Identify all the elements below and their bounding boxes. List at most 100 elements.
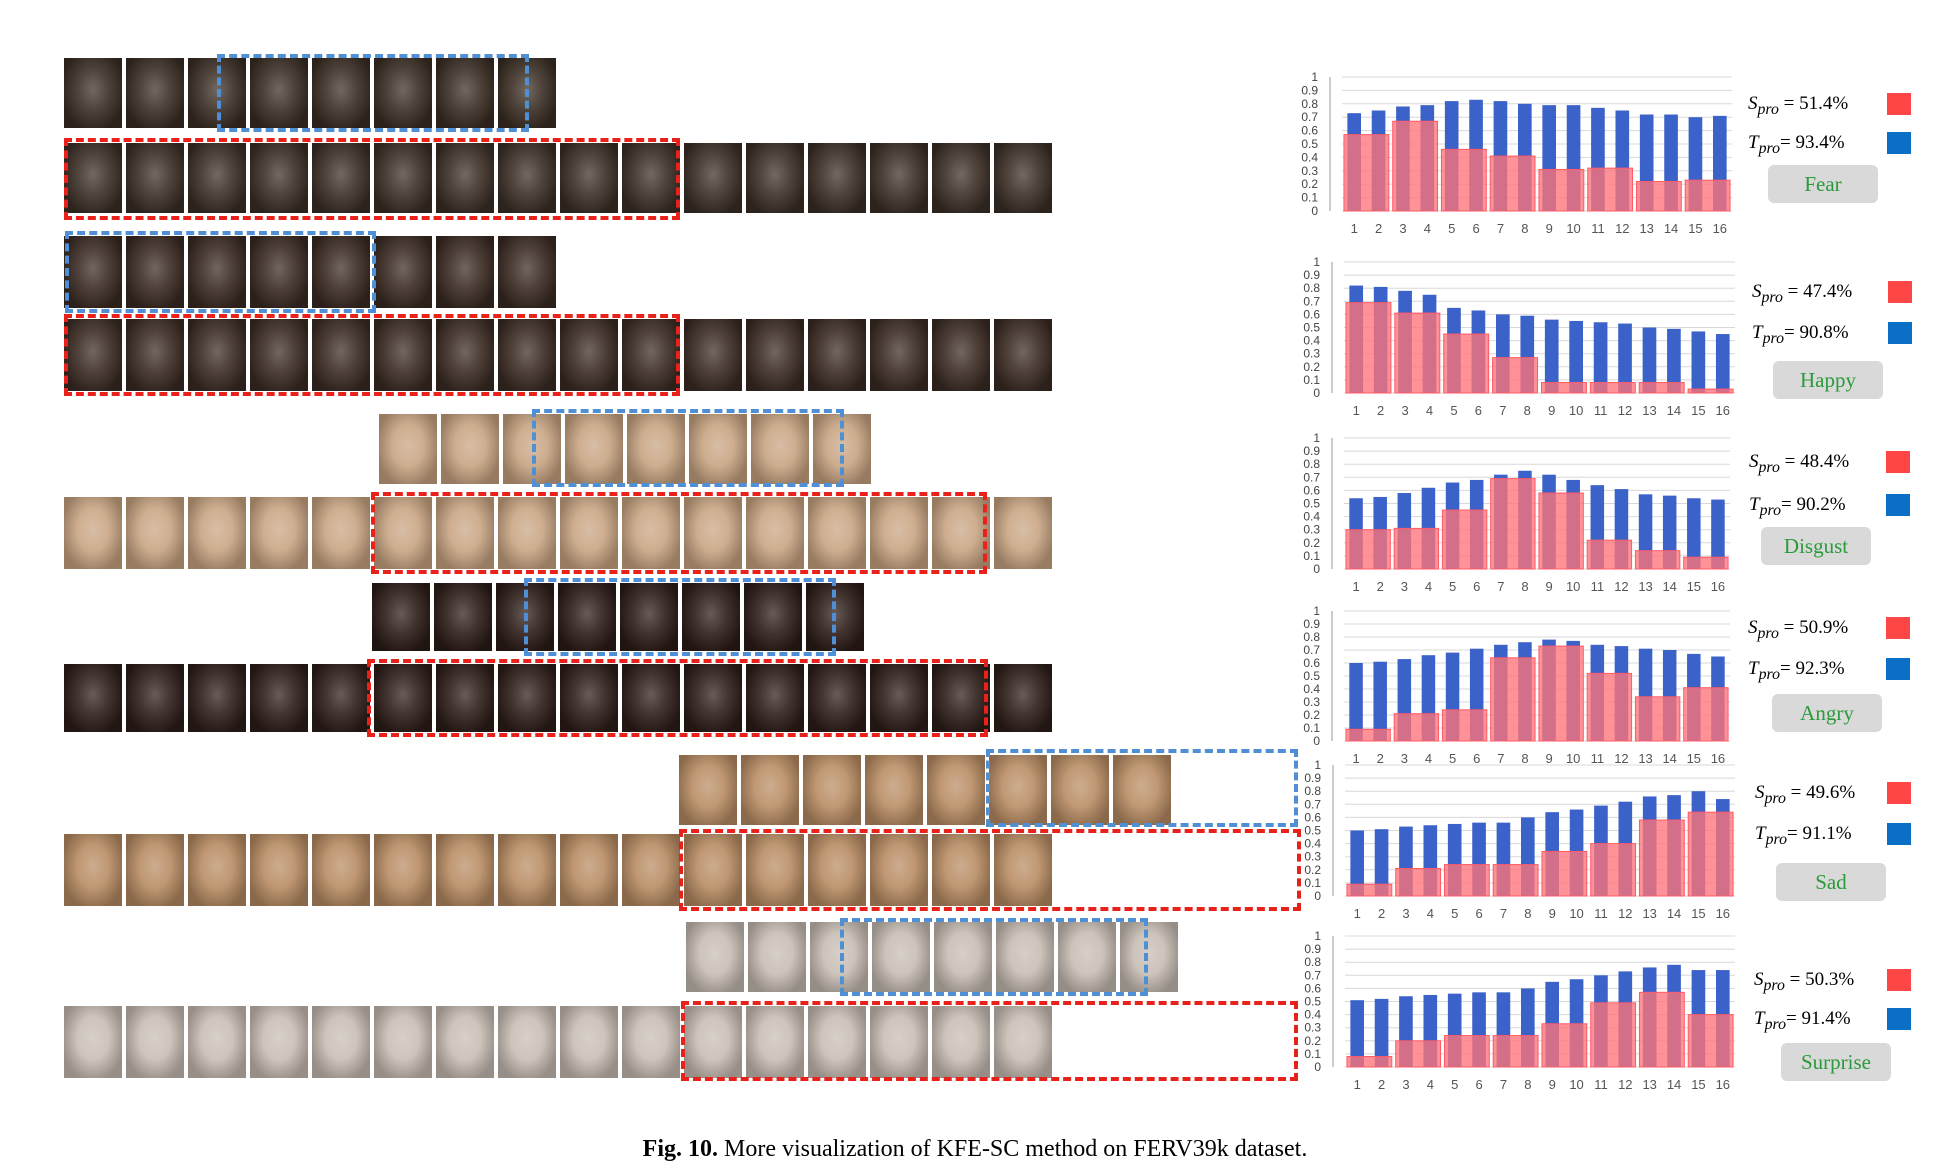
bar-S xyxy=(1346,1056,1393,1068)
x-tick-label: 8 xyxy=(1524,1077,1531,1092)
x-tick-label: 8 xyxy=(1524,906,1531,921)
x-tick-label: 15 xyxy=(1687,579,1701,594)
bar-T xyxy=(1349,663,1363,741)
y-tick-label: 0.1 xyxy=(1303,549,1320,563)
video-frame xyxy=(932,1006,990,1078)
bar-T xyxy=(1350,830,1365,896)
bar-S xyxy=(1683,687,1729,742)
bar-S xyxy=(1638,991,1685,1068)
video-frame xyxy=(994,834,1052,906)
t-pro-swatch xyxy=(1888,322,1912,344)
emotion-label: Fear xyxy=(1768,165,1878,203)
y-tick-label: 0 xyxy=(1311,204,1318,218)
s-pro-swatch xyxy=(1887,969,1911,991)
bar-S xyxy=(1586,539,1633,570)
video-frame xyxy=(374,834,432,906)
video-frame xyxy=(560,1006,618,1078)
video-frame xyxy=(622,1006,680,1078)
y-tick-label: 0.6 xyxy=(1304,810,1321,824)
y-tick-label: 0.7 xyxy=(1303,643,1320,657)
video-frame xyxy=(620,583,678,651)
video-frame xyxy=(436,497,494,569)
y-tick-label: 1 xyxy=(1313,604,1320,618)
y-tick-label: 0 xyxy=(1313,562,1320,576)
bar-S xyxy=(1687,1014,1734,1068)
y-tick-label: 0.4 xyxy=(1303,334,1320,348)
x-tick-label: 5 xyxy=(1450,403,1457,418)
video-frame xyxy=(932,143,990,213)
x-tick-label: 10 xyxy=(1569,906,1583,921)
frame-score-chart: 00.10.20.30.40.50.60.70.80.911 2 3 4 5 6 7 8 9 10… xyxy=(1303,604,1730,766)
bar-T xyxy=(1593,322,1608,393)
y-tick-label: 0.4 xyxy=(1304,837,1321,851)
video-frame xyxy=(188,236,246,308)
y-tick-label: 0.9 xyxy=(1303,444,1320,458)
x-tick-label: 12 xyxy=(1618,403,1632,418)
s-pro-swatch xyxy=(1886,451,1910,473)
video-frame xyxy=(1113,755,1171,825)
t-pro-label: Tpro= 90.2% xyxy=(1749,494,1846,519)
video-frame xyxy=(250,319,308,391)
video-frame xyxy=(379,414,437,484)
y-tick-label: 0.9 xyxy=(1303,617,1320,631)
y-tick-label: 0.8 xyxy=(1303,281,1320,295)
t-pro-label: Tpro= 91.1% xyxy=(1755,823,1852,848)
bar-T xyxy=(1687,498,1701,569)
video-frame xyxy=(870,319,928,391)
y-tick-label: 0 xyxy=(1313,386,1320,400)
video-frame xyxy=(560,664,618,732)
x-tick-label: 3 xyxy=(1399,221,1406,236)
video-frame xyxy=(188,497,246,569)
x-tick-label: 16 xyxy=(1711,579,1725,594)
bar-S xyxy=(1589,382,1636,394)
video-frame xyxy=(126,1006,184,1078)
video-frame xyxy=(441,414,499,484)
video-frame xyxy=(64,497,122,569)
y-tick-label: 0.2 xyxy=(1301,177,1318,191)
video-frame xyxy=(870,834,928,906)
video-frame xyxy=(374,143,432,213)
bar-S xyxy=(1490,657,1536,742)
x-tick-label: 4 xyxy=(1427,1077,1434,1092)
y-tick-label: 0.3 xyxy=(1303,347,1320,361)
x-tick-label: 6 xyxy=(1475,403,1482,418)
video-frame xyxy=(64,236,122,308)
video-frame xyxy=(188,319,246,391)
bar-S xyxy=(1590,1002,1637,1068)
x-tick-label: 5 xyxy=(1451,1077,1458,1092)
video-frame xyxy=(312,143,370,213)
x-tick-label: 3 xyxy=(1401,403,1408,418)
video-frame xyxy=(932,497,990,569)
video-frame xyxy=(188,58,246,128)
x-tick-label: 15 xyxy=(1691,906,1705,921)
y-tick-label: 0.3 xyxy=(1304,1021,1321,1035)
y-tick-label: 0.7 xyxy=(1301,110,1318,124)
x-tick-label: 9 xyxy=(1549,906,1556,921)
video-frame xyxy=(932,319,990,391)
s-pro-swatch xyxy=(1886,617,1910,639)
video-frame xyxy=(64,664,122,732)
caption-text: More visualization of KFE-SC method on F… xyxy=(717,1136,1308,1162)
y-tick-label: 0.2 xyxy=(1304,1034,1321,1048)
bar-S xyxy=(1541,1023,1588,1068)
y-tick-label: 0.3 xyxy=(1303,523,1320,537)
bar-S xyxy=(1392,120,1439,212)
y-tick-label: 1 xyxy=(1314,929,1321,943)
video-frame xyxy=(250,58,308,128)
video-frame xyxy=(188,664,246,732)
x-tick-label: 13 xyxy=(1639,221,1653,236)
bar-T xyxy=(1544,319,1559,393)
x-tick-label: 14 xyxy=(1662,579,1676,594)
bar-T xyxy=(1691,331,1706,393)
bar-S xyxy=(1638,382,1685,394)
video-frame xyxy=(872,922,930,992)
video-frame xyxy=(808,1006,866,1078)
y-tick-label: 0.7 xyxy=(1303,470,1320,484)
x-tick-label: 12 xyxy=(1615,221,1629,236)
t-pro-swatch xyxy=(1887,1008,1911,1030)
bar-S xyxy=(1393,713,1440,742)
bar-S xyxy=(1541,850,1588,897)
video-frame xyxy=(746,664,804,732)
bar-S xyxy=(1343,134,1390,212)
x-tick-label: 15 xyxy=(1691,1077,1705,1092)
